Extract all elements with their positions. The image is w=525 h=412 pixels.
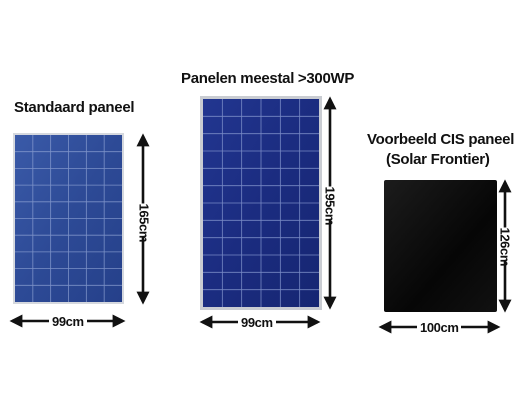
panel-2-height-label: 195cm: [322, 186, 338, 225]
panel-3-width-label: 100cm: [417, 320, 462, 335]
panel-1-width-label: 99cm: [49, 314, 87, 329]
panel-1-cell-grid: [15, 135, 122, 302]
panel-3: [384, 180, 497, 312]
panel-3-title-line1: Voorbeeld CIS paneel: [367, 131, 515, 148]
panel-2-width-label: 99cm: [238, 315, 276, 330]
panel-2-title: Panelen meestal >300WP: [181, 70, 355, 87]
panel-1-title: Standaard paneel: [14, 99, 135, 116]
panel-3-surface: [384, 180, 497, 312]
panel-1-height-label: 165cm: [136, 203, 152, 242]
panel-3-height-label: 126cm: [497, 227, 513, 266]
panel-1: [13, 133, 124, 304]
panel-2: [200, 96, 322, 310]
panel-2-cell-grid: [203, 99, 319, 307]
panel-3-title-line2: (Solar Frontier): [386, 151, 490, 168]
